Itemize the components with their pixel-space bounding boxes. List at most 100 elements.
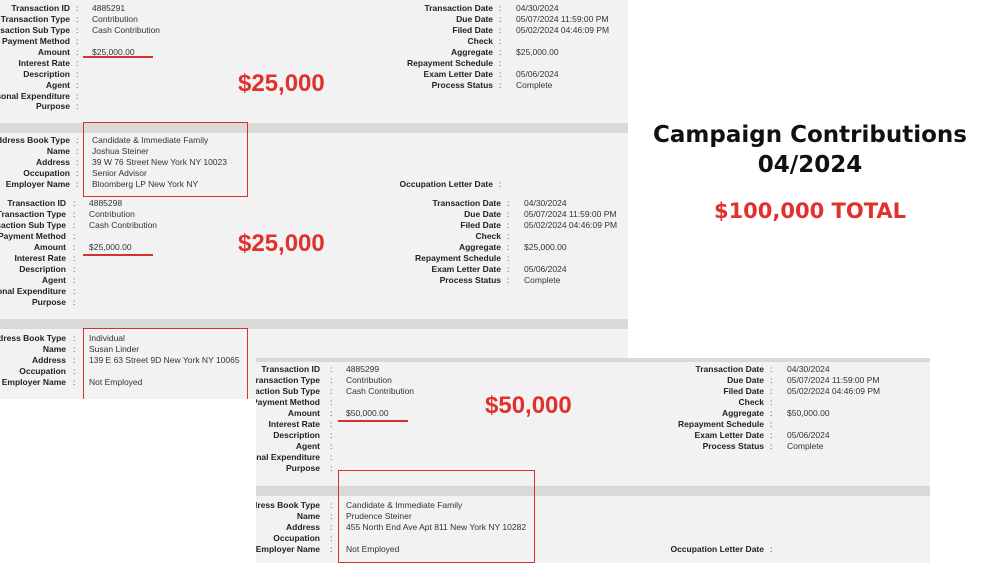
label-address: Address: [285, 522, 320, 532]
label-name: Name: [46, 146, 70, 156]
colon: :: [499, 25, 502, 35]
colon: :: [330, 533, 333, 543]
colon: :: [76, 3, 79, 13]
colon: :: [330, 522, 333, 532]
process-status-value: Complete: [524, 275, 561, 285]
colon: :: [507, 231, 510, 241]
transaction-id-value: 4885299: [346, 364, 380, 374]
colon: :: [499, 80, 502, 90]
employer-name-value: Not Employed: [346, 544, 400, 554]
label-transaction-type: Transaction Type: [0, 209, 66, 219]
colon: :: [76, 47, 79, 57]
employer-name-value: Bloomberg LP New York NY: [92, 179, 199, 189]
summary-title: Campaign Contributions 04/2024: [640, 120, 980, 180]
colon: :: [73, 209, 76, 219]
label-purpose: Purpose: [35, 101, 70, 111]
process-status-value: Complete: [516, 80, 553, 90]
address-value: 139 E 63 Street 9D New York NY 10065: [89, 355, 240, 365]
transaction-id-value: 4885291: [92, 3, 126, 13]
colon: :: [73, 275, 76, 285]
label-personal-expenditure: Personal Expenditure: [0, 91, 70, 101]
label-transaction-sub-type: Transaction Sub Type: [256, 386, 320, 396]
amount-callout: $50,000: [485, 392, 572, 419]
contribution-record-3: Transaction ID : 4885299 Transaction Typ…: [256, 358, 930, 563]
colon: :: [76, 80, 79, 90]
address-value: 455 North End Ave Apt 811 New York NY 10…: [346, 522, 527, 532]
label-aggregate: Aggregate: [721, 408, 764, 418]
label-name: Name: [296, 511, 320, 521]
label-description: Description: [19, 264, 66, 274]
colon: :: [330, 386, 333, 396]
transaction-sub-type-value: Cash Contribution: [92, 25, 161, 35]
label-payment-method: Payment Method: [0, 231, 66, 241]
colon: :: [76, 146, 79, 156]
label-check: Check: [475, 231, 501, 241]
colon: :: [73, 355, 76, 365]
label-address-book-type: Address Book Type: [0, 333, 66, 343]
transaction-type-value: Contribution: [92, 14, 138, 24]
contributor-highlight-box: [83, 328, 248, 399]
colon: :: [770, 408, 773, 418]
label-address-book-type: Address Book Type: [256, 500, 320, 510]
colon: :: [499, 3, 502, 13]
transaction-date-value: 04/30/2024: [524, 198, 567, 208]
colon: :: [507, 198, 510, 208]
colon: :: [330, 397, 333, 407]
label-due-date: Due Date: [464, 209, 501, 219]
colon: :: [330, 430, 333, 440]
colon: :: [770, 544, 773, 554]
process-status-value: Complete: [787, 441, 824, 451]
label-amount: Amount: [37, 47, 70, 57]
label-check: Check: [467, 36, 493, 46]
section-divider: [0, 123, 628, 133]
colon: :: [770, 386, 773, 396]
colon: :: [330, 408, 333, 418]
colon: :: [770, 364, 773, 374]
exam-letter-date-value: 05/06/2024: [524, 264, 567, 274]
contributor-name-value: Susan Linder: [89, 344, 140, 354]
colon: :: [73, 366, 76, 376]
label-process-status: Process Status: [702, 441, 764, 451]
colon: :: [770, 397, 773, 407]
label-agent: Agent: [45, 80, 70, 90]
label-interest-rate: Interest Rate: [14, 253, 67, 263]
label-occupation: Occupation: [19, 366, 66, 376]
amount-underline: [83, 254, 153, 256]
amount-underline: [338, 420, 408, 422]
summary-title-line-1: Campaign Contributions: [653, 122, 967, 148]
colon: :: [330, 452, 333, 462]
colon: :: [330, 500, 333, 510]
colon: :: [73, 264, 76, 274]
transaction-type-value: Contribution: [89, 209, 135, 219]
label-aggregate: Aggregate: [450, 47, 493, 57]
colon: :: [499, 47, 502, 57]
colon: :: [499, 36, 502, 46]
label-agent: Agent: [41, 275, 66, 285]
colon: :: [507, 264, 510, 274]
amount-value: $25,000.00: [89, 242, 132, 252]
label-personal-expenditure: Personal Expenditure: [256, 452, 320, 462]
label-address-book-type: Address Book Type: [0, 135, 70, 145]
colon: :: [73, 344, 76, 354]
label-exam-letter-date: Exam Letter Date: [431, 264, 501, 274]
contributor-name-value: Joshua Steiner: [92, 146, 149, 156]
label-process-status: Process Status: [431, 80, 493, 90]
occupation-value: Senior Advisor: [92, 168, 147, 178]
amount-underline: [83, 56, 153, 58]
label-filed-date: Filed Date: [460, 220, 501, 230]
label-amount: Amount: [33, 242, 66, 252]
colon: :: [76, 58, 79, 68]
label-due-date: Due Date: [456, 14, 493, 24]
label-description: Description: [273, 430, 320, 440]
amount-callout: $25,000: [238, 230, 325, 257]
label-repayment-schedule: Repayment Schedule: [678, 419, 764, 429]
due-date-value: 05/07/2024 11:59:00 PM: [787, 375, 880, 385]
label-transaction-sub-type: Transaction Sub Type: [0, 220, 66, 230]
address-book-type-value: Candidate & Immediate Family: [346, 500, 463, 510]
colon: :: [73, 253, 76, 263]
label-payment-method: Payment Method: [256, 397, 320, 407]
label-transaction-date: Transaction Date: [424, 3, 494, 13]
colon: :: [73, 220, 76, 230]
summary-title-line-2: 04/2024: [757, 152, 863, 178]
transaction-date-value: 04/30/2024: [516, 3, 559, 13]
